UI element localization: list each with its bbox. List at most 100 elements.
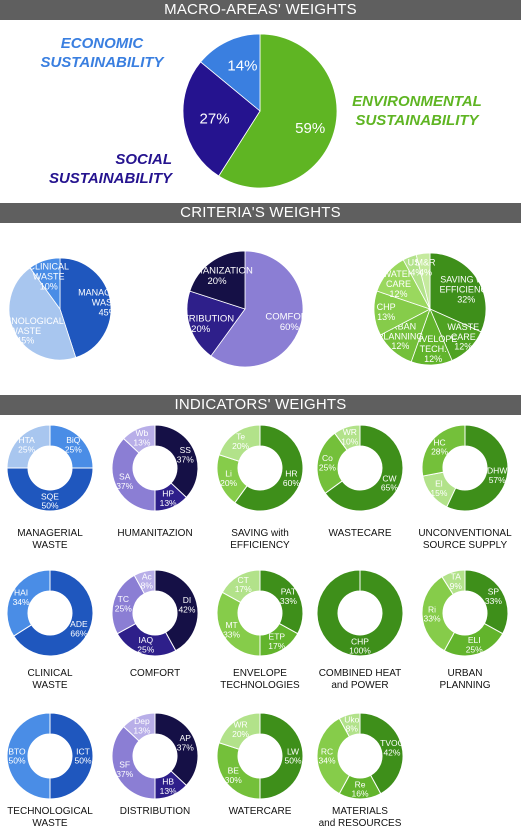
indicators-header: INDICATORS' WEIGHTS (0, 395, 521, 415)
technological-label-0: ICT 50% (74, 746, 91, 765)
chart-comfort: DI 42% IAQ 25% TC 25% Ac 8% (111, 569, 199, 657)
comfort-label-1: IAQ 25% (137, 635, 154, 654)
humanization-label-1: HP 13% (160, 489, 177, 508)
envelope-slice-3 (221, 569, 261, 604)
chart-envelope: PAT 33% ETP 17% MT 33% CT 17% (216, 569, 304, 657)
urban-label-2: Ri 33% (424, 604, 441, 623)
humanization-slice-2 (111, 437, 156, 512)
chart-saving: HR 60% Li 20% Te 20% (216, 424, 304, 512)
materials-label-2: RC 34% (318, 746, 335, 765)
criteria-economic-label-1: TECHNOLOGICALWASTE45% (0, 316, 64, 346)
criteria-social-slice-2 (189, 250, 246, 310)
criteria-environmental-label-4: CHP 13% (377, 302, 396, 322)
social-label: SOCIAL SUSTAINABILITY (48, 151, 172, 187)
envelope-slice-0 (259, 569, 304, 635)
distribution-label-2: SF 37% (116, 759, 133, 778)
wastecare-label-0: CW 65% (381, 473, 398, 492)
chart-criteria-social: COMFORT 60% DISTRIBUTION 20% HUMANIZATION 20% (167, 250, 313, 368)
materials-slice-0 (359, 712, 404, 795)
urban-slice-0 (464, 569, 509, 635)
chart-urban: SP 33% ELI 25% Ri 33% TA 9% (421, 569, 509, 657)
watercare-label-2: WR 20% (232, 720, 249, 739)
humanization-slice-0 (154, 424, 199, 499)
indicator-title-managerial: MANAGERIAL WASTE (17, 528, 83, 551)
indicator-title-clinical: CLINICAL WASTE (27, 668, 73, 691)
chart-wastecare: CW 65% Co 25% WR 10% (316, 424, 404, 512)
managerial-slice-2 (6, 424, 51, 469)
wastecare-slice-2 (334, 424, 361, 451)
uss-slice-2 (421, 424, 466, 477)
indicator-title-chp: COMBINED HEAT and POWER (318, 668, 402, 691)
clinical-label-0: ADE 66% (70, 619, 88, 638)
humanization-label-2: SA 37% (116, 471, 133, 490)
macro-label-2: 14% (227, 58, 257, 75)
watercare-label-0: LW 50% (284, 746, 301, 765)
uss-slice-0 (446, 424, 509, 512)
indicator-title-envelope: ENVELOPE TECHNOLOGIES (220, 668, 300, 691)
indicator-title-uss: UNCONVENTIONAL SOURCE SUPPLY (418, 528, 512, 551)
technological-slice-0 (49, 712, 94, 800)
chp-label-0: CHP 100% (349, 636, 371, 655)
distribution-label-1: HB 13% (160, 777, 177, 796)
environmental-label: ENVIRONMENTAL SUSTAINABILITY (352, 93, 482, 129)
indicator-title-watercare: WATERCARE (228, 806, 292, 817)
macro-label-1: 27% (200, 110, 230, 127)
watercare-label-1: BE 30% (225, 766, 242, 785)
indicator-title-humanization: HUMANITAZION (117, 528, 193, 539)
chart-humanization: SS 37% HP 13% SA 37% Wb 13% (111, 424, 199, 512)
managerial-label-2: HTA 25% (18, 435, 35, 454)
indicator-title-technological: TECHNOLOGICAL WASTE (7, 806, 93, 829)
materials-label-0: TVOC 42% (380, 738, 404, 757)
criteria-environmental-label-1: WASTE CARE 12% (447, 322, 479, 352)
criteria-social-slice-0 (210, 250, 304, 368)
chart-watercare: LW 50% BE 30% WR 20% (216, 712, 304, 800)
technological-label-1: BTO 50% (8, 746, 26, 765)
comfort-label-0: DI 42% (178, 595, 195, 614)
criteria-environmental-label-3: URBAN PLANNING 12% (377, 321, 423, 351)
saving-label-2: Te 20% (232, 432, 249, 451)
urban-label-0: SP 33% (485, 587, 502, 606)
humanization-slice-3 (122, 424, 156, 454)
managerial-slice-1 (6, 467, 94, 512)
managerial-label-1: SQE 50% (41, 491, 59, 510)
saving-slice-2 (218, 424, 261, 462)
indicator-title-saving: SAVING with EFFICIENCY (230, 528, 290, 551)
chart-distribution: AP 37% HB 13% SF 37% Dep 13% (111, 712, 199, 800)
indicator-title-urban: URBAN PLANNING (439, 668, 491, 691)
criteria-social-slice-1 (186, 290, 246, 357)
criteria-social-label-1: DISTRIBUTION 20% (167, 314, 234, 335)
materials-label-3: Uko 8% (344, 714, 359, 733)
chart-macro: 59% 27% 14% (182, 33, 338, 189)
uss-label-0: DHW 57% (487, 465, 507, 484)
criteria-environmental-label-7: M&R 4% (416, 257, 437, 277)
criteria-economic-slice-1 (8, 267, 77, 361)
clinical-label-1: HAI 34% (13, 587, 30, 606)
criteria-economic-label-0: MANAGERIAL WASTE 45% (78, 288, 137, 318)
wastecare-slice-0 (324, 424, 404, 512)
urban-slice-3 (441, 569, 466, 596)
criteria-environmental-label-5: WATER CARE 12% (383, 269, 415, 299)
distribution-label-3: Dep 13% (133, 716, 150, 735)
chart-technological: ICT 50% BTO 50% (6, 712, 94, 800)
chart-chp: CHP 100% (316, 569, 404, 657)
uss-label-2: HC 28% (431, 437, 448, 456)
humanization-label-3: Wb 13% (133, 428, 150, 447)
managerial-label-0: BiQ 25% (65, 435, 82, 454)
distribution-label-0: AP 37% (177, 733, 194, 752)
wastecare-label-2: WR 10% (341, 427, 358, 446)
saving-label-1: Li 20% (220, 468, 237, 487)
macro-header: MACRO-AREAS' WEIGHTS (0, 0, 521, 20)
indicator-title-materials: MATERIALS and RESOURCES (318, 806, 402, 829)
wastecare-label-1: Co 25% (319, 453, 336, 472)
envelope-label-0: PAT 33% (280, 587, 297, 606)
macro-slice-1 (182, 61, 261, 177)
macro-label-0: 59% (295, 120, 325, 137)
watercare-slice-2 (218, 712, 261, 750)
comfort-slice-3 (133, 569, 156, 595)
criteria-social-label-0: COMFORT 60% (265, 312, 313, 333)
humanization-label-0: SS 37% (177, 445, 194, 464)
envelope-slice-2 (216, 591, 261, 657)
urban-label-3: TA 9% (450, 572, 463, 591)
